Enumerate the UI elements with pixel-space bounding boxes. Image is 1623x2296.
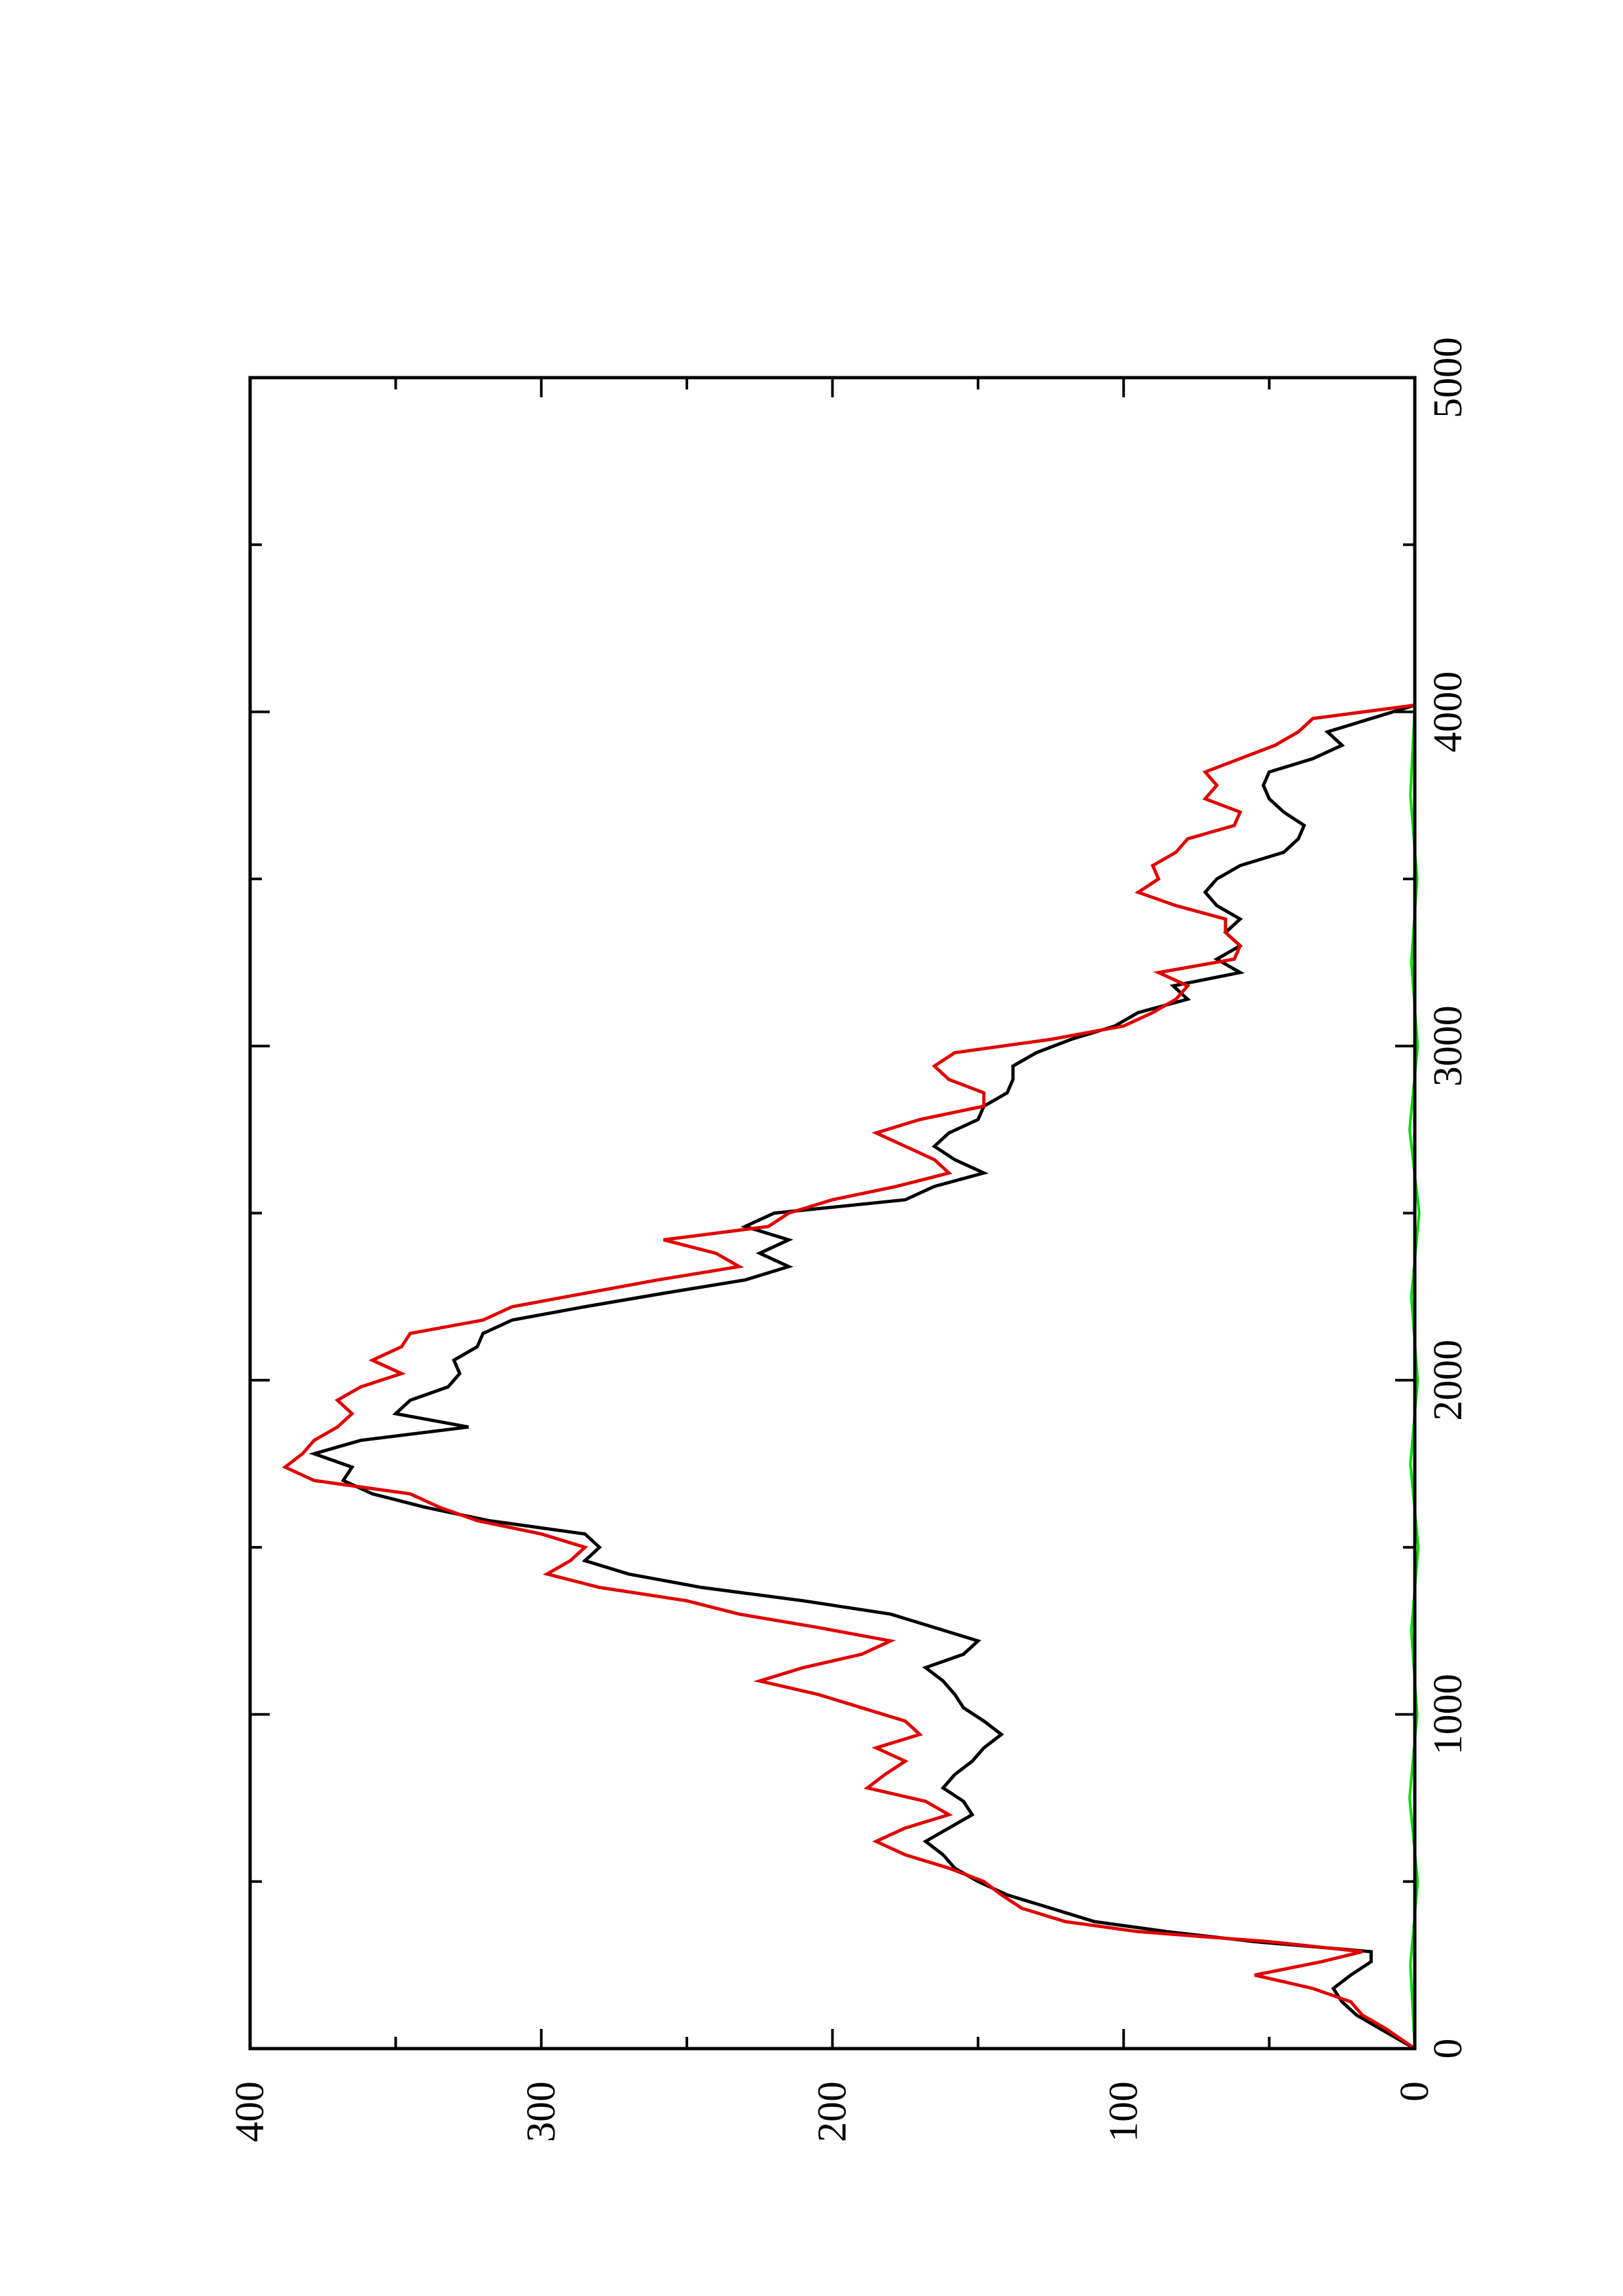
plot-frame (248, 376, 1417, 2051)
tick-layer (249, 376, 1416, 2050)
label-layer: 0 1000 2000 3000 4000 5000 0 100 200 300 400 (228, 337, 1470, 2142)
y-tick-label: 300 (519, 2081, 564, 2142)
x-tick-label: 2000 (1426, 1340, 1470, 1421)
y-tick-label: 400 (228, 2081, 272, 2142)
series-line-1 (282, 703, 1416, 2051)
x-tick-label: 4000 (1426, 672, 1470, 753)
x-tick-label: 3000 (1426, 1005, 1470, 1086)
x-tick-label: 0 (1426, 2039, 1470, 2059)
y-tick-label: 0 (1393, 2081, 1437, 2102)
x-tick-label: 1000 (1426, 1674, 1470, 1755)
plot-layer (282, 703, 1421, 2051)
series-line-0 (308, 704, 1416, 2051)
x-tick-label: 5000 (1426, 337, 1470, 418)
y-tick-label: 100 (1101, 2081, 1146, 2142)
y-tick-label: 200 (811, 2081, 855, 2142)
